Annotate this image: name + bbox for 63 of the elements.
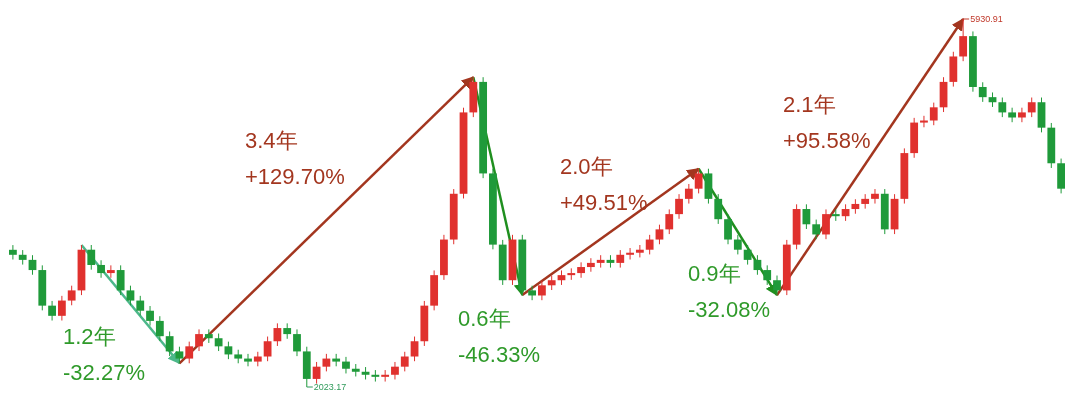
candlestick: [1018, 107, 1026, 123]
candlestick: [959, 18, 968, 62]
candlestick: [577, 261, 585, 279]
candlestick: [400, 351, 409, 372]
candlestick: [116, 264, 125, 296]
candlestick: [822, 208, 830, 240]
candlestick: [9, 244, 17, 261]
candlestick: [146, 305, 154, 327]
candlestick: [920, 115, 928, 128]
candlestick: [106, 264, 115, 279]
candlestick: [155, 315, 164, 342]
candlestick: [263, 336, 272, 362]
candlestick: [831, 208, 840, 222]
candlestick: [733, 234, 742, 255]
candlestick: [185, 341, 194, 364]
candlestick: [165, 330, 174, 357]
candlestick: [978, 81, 987, 103]
candlestick: [391, 361, 399, 380]
candlestick: [293, 328, 301, 357]
candlestick: [684, 183, 693, 205]
annotation: 5930.91: [970, 14, 1003, 25]
candlestick: [763, 264, 772, 286]
candlestick: [126, 285, 135, 306]
candlestick: [371, 369, 380, 383]
candlestick: [724, 213, 732, 245]
candlestick: [626, 247, 634, 261]
candlestick: [67, 285, 76, 306]
candlestick: [538, 280, 546, 301]
annotation: 0.9年 -32.08%: [688, 261, 770, 322]
candlestick: [57, 295, 66, 322]
candlestick: [1008, 107, 1017, 123]
annotation: 2.1年 +95.58%: [783, 92, 871, 153]
candlestick: [645, 234, 654, 255]
annotation: 2.0年 +49.51%: [560, 154, 648, 215]
annotation: 3.4年 +129.70%: [245, 128, 345, 189]
candlestick: [87, 244, 96, 271]
candlestick: [665, 208, 674, 235]
candlestick: [1027, 97, 1036, 118]
candlestick: [998, 97, 1007, 118]
candlestick: [381, 369, 390, 383]
annotation: 2023.17: [313, 382, 347, 393]
candlestick: [342, 356, 350, 374]
candlestick: [97, 259, 105, 279]
candlestick: [675, 193, 683, 220]
annotation: 1.2年 -32.27%: [63, 324, 145, 385]
candlestick: [567, 267, 576, 281]
candlestick: [812, 219, 821, 240]
candlestick: [714, 193, 723, 225]
candlestick: [929, 102, 938, 126]
candlestick: [136, 295, 145, 316]
candlestick: [586, 257, 595, 273]
annotation: 0.6年 -46.33%: [458, 306, 540, 367]
candlestick: [655, 224, 664, 245]
candlestick: [410, 336, 419, 362]
candlestick: [528, 285, 536, 301]
candlestick: [871, 188, 879, 205]
candlestick: [195, 328, 203, 352]
candlestick: [244, 353, 252, 367]
candlestick: [773, 275, 781, 296]
candlestick: [743, 244, 752, 266]
candlestick: [48, 300, 56, 322]
candlestick: [635, 244, 644, 258]
candlestick: [694, 168, 703, 194]
